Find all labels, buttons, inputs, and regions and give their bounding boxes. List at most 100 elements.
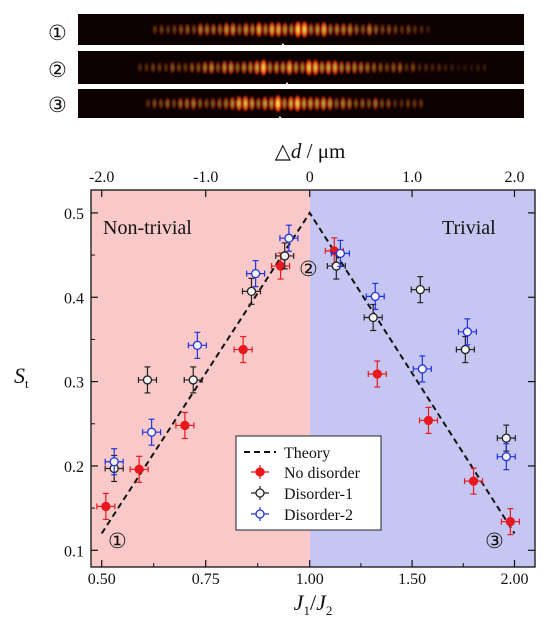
image-spot	[319, 19, 329, 40]
x-axis-label: J1/J2	[294, 590, 333, 618]
y-axis-label: St	[14, 363, 29, 391]
image-spot	[215, 96, 224, 111]
data-point	[241, 277, 262, 305]
image-spot	[254, 95, 263, 112]
image-spot	[216, 21, 224, 38]
image-spot	[177, 22, 185, 37]
image-spot	[258, 57, 269, 78]
image-spot	[176, 95, 185, 112]
x-axis-label-sub1: 1	[303, 603, 310, 618]
image-spot	[280, 20, 290, 39]
image-spot	[280, 95, 289, 112]
image-spot	[286, 94, 296, 113]
image-spot	[247, 94, 257, 113]
image-spot	[292, 93, 303, 114]
data-point	[500, 508, 521, 536]
legend-entry-no-disorder: No disorder	[284, 465, 361, 482]
image-spot	[363, 59, 372, 76]
image-spot	[396, 60, 404, 75]
top-axis-label-symbol: △	[275, 139, 292, 163]
image-spot	[350, 59, 359, 76]
data-point	[275, 242, 295, 270]
top-tick-label: 2.0	[505, 169, 525, 186]
image-spot	[287, 21, 296, 38]
plot-frame	[90, 189, 536, 568]
image-spot	[143, 61, 150, 74]
image-spot	[155, 60, 164, 75]
image-spot	[332, 96, 341, 111]
image-spot	[196, 96, 204, 111]
image-spot	[306, 94, 315, 113]
y-axis-label-var: S	[14, 363, 25, 388]
image-spot	[417, 96, 425, 111]
data-point	[137, 366, 158, 394]
image-spot	[200, 59, 210, 76]
image-spot	[312, 94, 322, 113]
image-spot	[424, 23, 432, 36]
image-spot	[404, 22, 413, 37]
image-spot	[168, 60, 177, 75]
image-spot	[345, 21, 355, 38]
image-spot	[411, 23, 419, 36]
data-point	[246, 260, 266, 288]
image-spot	[378, 22, 387, 37]
top-tick-label: -1.0	[193, 169, 218, 186]
image-spot	[196, 21, 205, 38]
image-spot	[481, 61, 488, 74]
image-spot	[209, 96, 217, 111]
image-spot	[233, 59, 242, 76]
image-spot	[183, 22, 192, 37]
image-spot	[339, 21, 348, 38]
image-spot	[325, 94, 335, 113]
legend-entry-disorder-2: Disorder-2	[284, 507, 353, 524]
arrow-icon	[279, 43, 287, 54]
data-point	[233, 335, 253, 364]
image-spot	[306, 21, 316, 38]
image-spot	[324, 58, 333, 77]
top-axis-label-var: d	[291, 139, 302, 163]
image-spot	[189, 95, 198, 112]
data-point	[104, 448, 124, 476]
data-point	[367, 360, 387, 388]
strip-2: ②	[48, 51, 524, 93]
image-spot	[357, 59, 365, 76]
data-point	[279, 224, 299, 252]
legend-entry-disorder-1: Disorder-1	[284, 486, 353, 503]
image-spot	[404, 96, 412, 111]
image-spot	[188, 60, 196, 75]
image-spot	[345, 95, 354, 112]
x-tick-label: 1.00	[296, 571, 324, 588]
image-spot	[273, 92, 283, 115]
image-spot	[273, 19, 284, 40]
top-axis-label-unit: / μm	[301, 139, 345, 163]
image-spot	[234, 94, 244, 113]
image-spot	[332, 21, 342, 38]
strip-3: ③	[48, 89, 524, 127]
data-point	[330, 239, 351, 267]
data-point	[463, 467, 484, 495]
image-spot	[391, 97, 399, 110]
image-spot	[326, 21, 335, 38]
data-point	[363, 303, 383, 332]
image-spot	[372, 22, 380, 37]
data-point	[96, 492, 116, 521]
region-trivial-label: Trivial	[442, 217, 496, 239]
image-spot	[151, 22, 159, 37]
y-tick-label: 0.4	[64, 290, 84, 307]
image-spot	[385, 22, 393, 37]
image-spot	[265, 59, 275, 76]
image-spot	[150, 96, 159, 111]
x-axis-label-var2: J	[316, 590, 327, 615]
image-spot	[391, 22, 400, 37]
y-tick-label: 0.2	[64, 459, 84, 476]
image-spot	[370, 60, 378, 75]
image-spot	[409, 60, 417, 75]
image-spot	[248, 21, 257, 38]
image-spot	[376, 60, 385, 75]
data-point	[365, 282, 385, 311]
top-tick-label: 1.0	[402, 169, 422, 186]
marker-1: ①	[108, 529, 127, 553]
top-tick-label: 0	[306, 169, 314, 186]
series-disorder-2	[104, 224, 516, 476]
